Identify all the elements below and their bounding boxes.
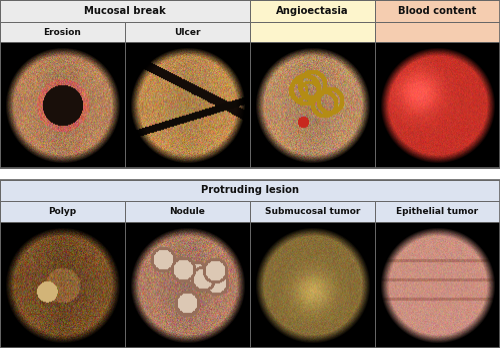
Text: Mucosal break: Mucosal break [84, 6, 166, 16]
Bar [375, 42, 500, 168]
Text: Nodule: Nodule [170, 207, 205, 216]
Bar [0, 0, 250, 22]
Bar [375, 222, 500, 348]
Bar [250, 42, 375, 168]
Bar [125, 201, 250, 222]
Text: Epithelial tumor: Epithelial tumor [396, 207, 478, 216]
Bar [0, 0, 500, 168]
Bar [0, 42, 125, 168]
Text: Polyp: Polyp [48, 207, 76, 216]
Bar [250, 222, 375, 348]
Bar [125, 42, 250, 168]
Text: Blood content: Blood content [398, 6, 476, 16]
Bar [125, 222, 250, 348]
Text: Erosion: Erosion [44, 27, 82, 37]
Text: Protruding lesion: Protruding lesion [201, 185, 299, 195]
Bar [250, 22, 375, 42]
Bar [375, 22, 500, 42]
Text: Submucosal tumor: Submucosal tumor [265, 207, 360, 216]
Text: Ulcer: Ulcer [174, 27, 201, 37]
Bar [0, 22, 125, 42]
Bar [375, 201, 500, 222]
Bar [0, 222, 125, 348]
Bar [125, 22, 250, 42]
Bar [250, 0, 375, 22]
Bar [0, 201, 125, 222]
Bar [375, 0, 500, 22]
Text: Angioectasia: Angioectasia [276, 6, 349, 16]
Bar [250, 201, 375, 222]
Bar [0, 180, 500, 201]
Bar [0, 180, 500, 348]
